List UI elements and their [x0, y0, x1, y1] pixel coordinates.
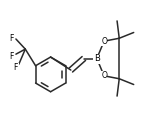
Text: O: O [101, 37, 107, 46]
Text: F: F [14, 63, 18, 72]
Text: F: F [10, 52, 14, 61]
Text: O: O [101, 71, 107, 80]
Text: B: B [94, 54, 100, 63]
Text: F: F [9, 34, 14, 43]
